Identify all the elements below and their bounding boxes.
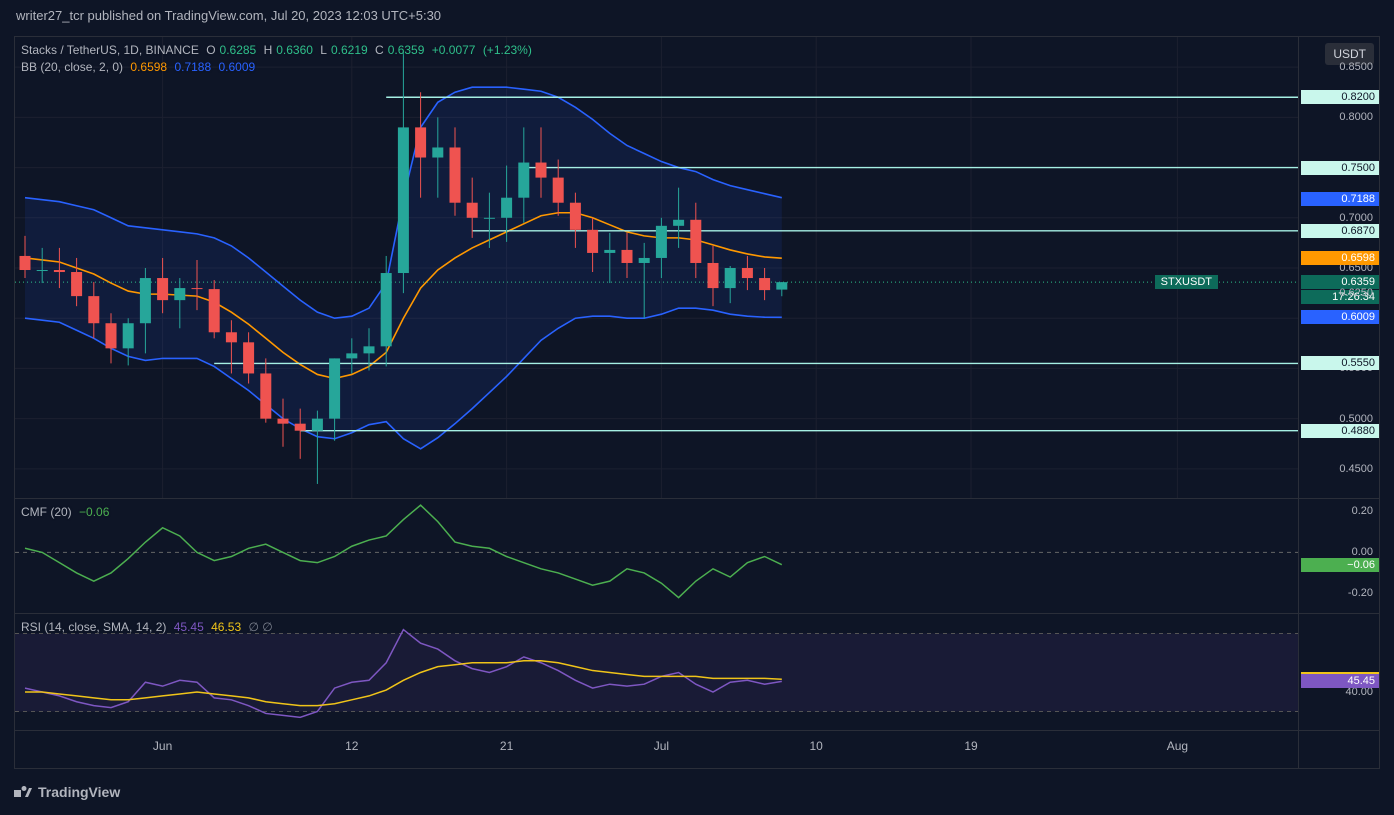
tradingview-logo[interactable]: TradingView	[14, 783, 120, 801]
ohlc-c: 0.6359	[388, 43, 425, 57]
ohlc-chg-pct: (+1.23%)	[483, 43, 532, 57]
symbol-name[interactable]: Stacks / TetherUS, 1D, BINANCE	[21, 43, 199, 57]
time-tick: 21	[500, 739, 513, 753]
time-tick: 12	[345, 739, 358, 753]
cmf-legend: CMF (20) −0.06	[21, 505, 113, 519]
bb-lower: 0.6009	[218, 60, 255, 74]
ticker-tag: STXUSDT	[1155, 275, 1218, 289]
time-axis[interactable]: Jun1221Jul1019Aug1428	[15, 731, 1299, 769]
price-tick: 0.8000	[1339, 111, 1373, 123]
main-legend: Stacks / TetherUS, 1D, BINANCE O0.6285 H…	[21, 43, 536, 74]
cmf-plot[interactable]	[15, 499, 1298, 613]
time-tick: 10	[810, 739, 823, 753]
publish-info: writer27_tcr published on TradingView.co…	[0, 0, 1394, 31]
logo-icon	[14, 783, 32, 801]
rsi-v1: 45.45	[174, 620, 204, 634]
axis-tag: 0.7500	[1301, 161, 1379, 175]
ohlc-h: 0.6360	[276, 43, 313, 57]
time-tick: Jun	[153, 739, 172, 753]
cmf-tag: −0.06	[1301, 558, 1379, 572]
time-tick: 19	[964, 739, 977, 753]
rsi-v2: 46.53	[211, 620, 241, 634]
price-tick: 0.7000	[1339, 212, 1373, 224]
rsi-yaxis[interactable]: 40.0046.5345.45	[1299, 614, 1379, 731]
price-yaxis[interactable]: 0.45000.50000.55000.60000.65000.70000.75…	[1299, 37, 1379, 499]
rsi-label[interactable]: RSI (14, close, SMA, 14, 2)	[21, 620, 166, 634]
axis-tag: 0.6009	[1301, 310, 1379, 324]
ohlc-l: 0.6219	[331, 43, 368, 57]
bb-mid: 0.6598	[130, 60, 167, 74]
ohlc-o: 0.6285	[220, 43, 257, 57]
chart: Stacks / TetherUS, 1D, BINANCE O0.6285 H…	[14, 36, 1380, 769]
logo-text: TradingView	[38, 784, 120, 800]
time-tick: Jul	[654, 739, 669, 753]
cmf-value: −0.06	[79, 505, 109, 519]
rsi-extra: ∅ ∅	[248, 620, 272, 634]
price-pane[interactable]: Stacks / TetherUS, 1D, BINANCE O0.6285 H…	[15, 37, 1299, 499]
axis-tag: 0.6598	[1301, 251, 1379, 265]
cmf-label[interactable]: CMF (20)	[21, 505, 72, 519]
price-tick: 0.4500	[1339, 463, 1373, 475]
axis-tag: 0.7188	[1301, 192, 1379, 206]
price-plot[interactable]	[15, 37, 1298, 498]
rsi-tag: 45.45	[1301, 674, 1379, 688]
cmf-tick: 0.00	[1352, 546, 1373, 558]
price-tick: 0.6250	[1339, 287, 1373, 299]
axis-tag: 0.6870	[1301, 224, 1379, 238]
axis-tag: 0.4880	[1301, 424, 1379, 438]
price-tick: 0.8500	[1339, 61, 1373, 73]
axis-tag: 0.5550	[1301, 356, 1379, 370]
time-tick: Aug	[1167, 739, 1188, 753]
bb-label[interactable]: BB (20, close, 2, 0)	[21, 60, 123, 74]
rsi-pane[interactable]: RSI (14, close, SMA, 14, 2) 45.45 46.53 …	[15, 614, 1299, 731]
cmf-yaxis[interactable]: -0.20 0.00 0.20 −0.06	[1299, 499, 1379, 614]
axis-tag: 0.8200	[1301, 90, 1379, 104]
rsi-legend: RSI (14, close, SMA, 14, 2) 45.45 46.53 …	[21, 620, 277, 634]
yaxis-corner	[1299, 731, 1379, 769]
cmf-tick: 0.20	[1352, 505, 1373, 517]
cmf-tick: -0.20	[1348, 587, 1373, 599]
ohlc-chg: +0.0077	[432, 43, 476, 57]
bb-upper: 0.7188	[174, 60, 211, 74]
cmf-pane[interactable]: CMF (20) −0.06	[15, 499, 1299, 614]
